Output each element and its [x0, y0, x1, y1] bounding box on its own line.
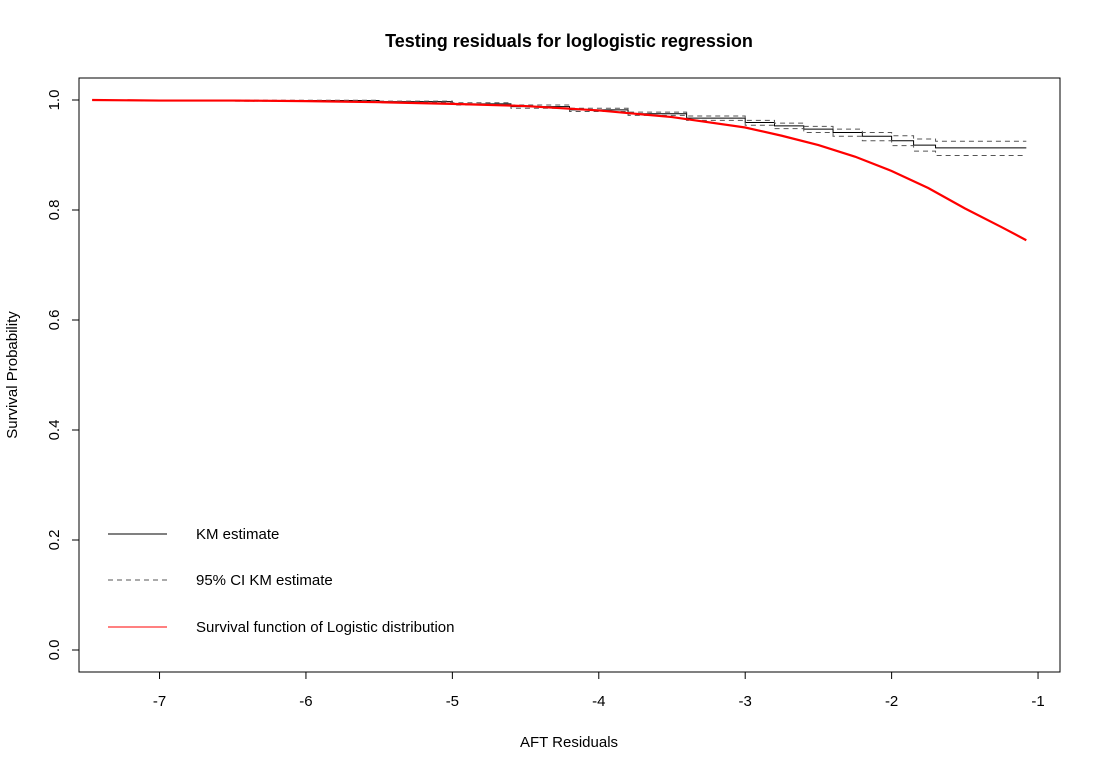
- series-line-2: [92, 99, 1027, 157]
- series-line-3: [92, 98, 1027, 242]
- y-tick-label: 0.2: [46, 530, 63, 551]
- x-tick-label: -1: [1031, 693, 1044, 710]
- y-tick-label: 0.6: [46, 310, 63, 331]
- y-axis: 0.0 0.2 0.4 0.6 0.8 1.0: [46, 90, 80, 661]
- x-tick-label: -5: [446, 693, 459, 710]
- legend-label: 95% CI KM estimate: [196, 572, 333, 589]
- x-tick-label: -4: [592, 693, 605, 710]
- legend-label: Survival function of Logistic distributi…: [196, 619, 454, 636]
- chart-title: Testing residuals for loglogistic regres…: [385, 31, 753, 51]
- legend-label: KM estimate: [196, 526, 279, 543]
- x-axis-label: AFT Residuals: [520, 734, 618, 751]
- x-axis: -7 -6 -5 -4 -3 -2 -1: [153, 671, 1045, 710]
- x-tick-label: -3: [739, 693, 752, 710]
- series-line-1: [92, 99, 1027, 142]
- y-tick-label: 0.0: [46, 640, 63, 661]
- y-tick-label: 0.8: [46, 200, 63, 221]
- y-tick-label: 0.4: [46, 420, 63, 441]
- x-tick-label: -7: [153, 693, 166, 710]
- x-tick-label: -2: [885, 693, 898, 710]
- y-axis-label: Survival Probability: [4, 311, 21, 439]
- y-tick-label: 1.0: [46, 90, 63, 111]
- series-layer: [92, 98, 1027, 242]
- x-tick-label: -6: [299, 693, 312, 710]
- legend: KM estimate 95% CI KM estimate Survival fu…: [108, 526, 454, 636]
